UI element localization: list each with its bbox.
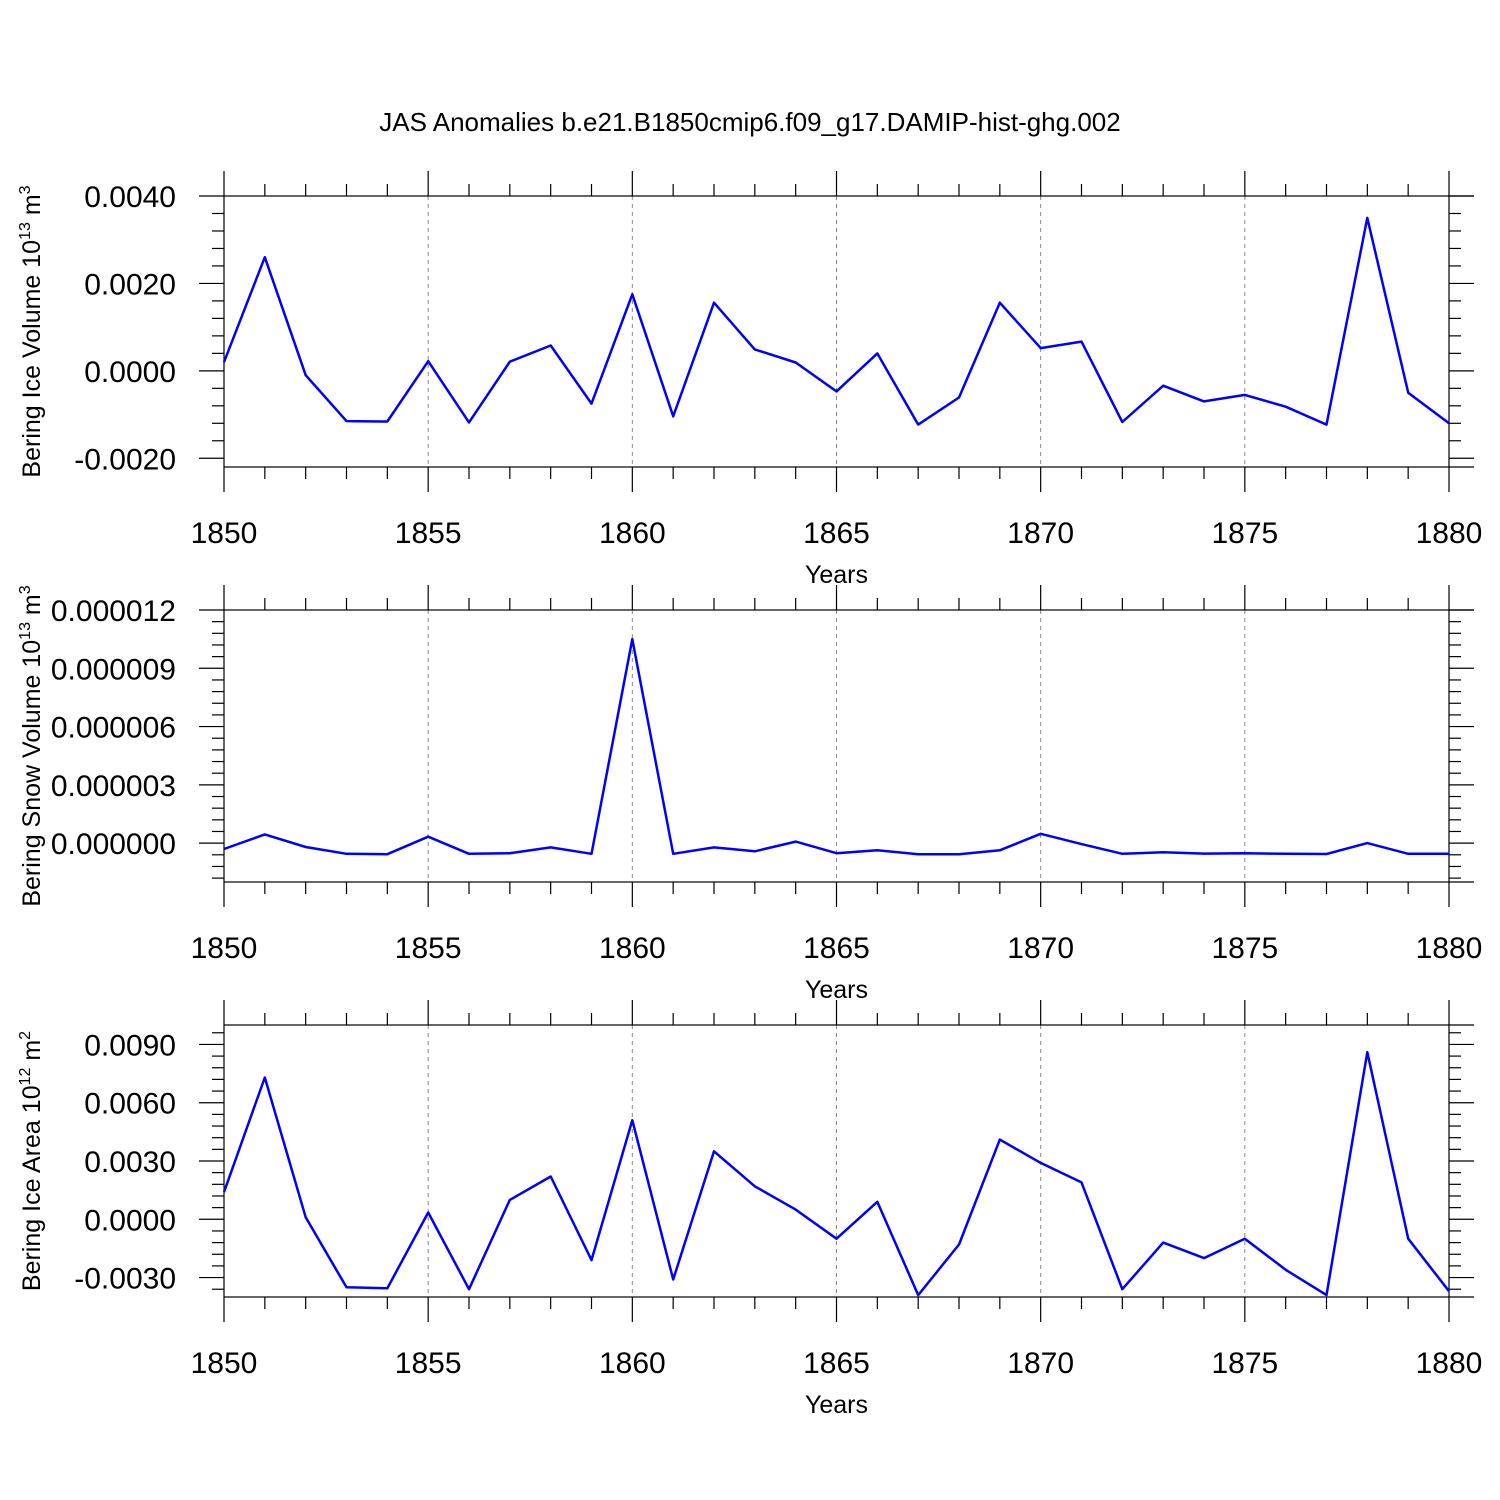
x-tick-label: 1880	[1416, 1347, 1483, 1380]
x-tick-label: 1860	[599, 1347, 666, 1380]
series-line	[222, 216, 1450, 426]
x-tick-label: 1855	[395, 517, 462, 550]
chart-panel-3: 1850 1855 1860 1865 1870 1875 1880 Years -0.0030…	[17, 1000, 1482, 1419]
x-tick-label: 1860	[599, 517, 666, 550]
y-tick-label: 0.0030	[84, 1146, 176, 1179]
y-tick-label: 0.0000	[84, 1204, 176, 1237]
x-axis-title: Years	[805, 1391, 868, 1419]
y-axis-title: Bering Ice Volume 1013 m3	[17, 185, 46, 477]
x-axis-title: Years	[805, 561, 868, 589]
x-axis-title: Years	[805, 976, 868, 1004]
x-tick-label: 1870	[1007, 1347, 1074, 1380]
y-axis-title: Bering Snow Volume 1013 m3	[17, 585, 46, 906]
x-tick-label: 1850	[191, 1347, 258, 1380]
x-tick-label: 1855	[395, 932, 462, 965]
chart-panel-2: 1850 1855 1860 1865 1870 1875 1880 Years 0.00000…	[17, 585, 1482, 1004]
y-tick-label: 0.0060	[84, 1088, 176, 1121]
y-tick-label: 0.0040	[84, 181, 176, 214]
y-tick-label: -0.0020	[74, 443, 176, 476]
x-tick-label: 1870	[1007, 517, 1074, 550]
y-tick-label: 0.000006	[51, 712, 176, 745]
x-tick-label: 1865	[803, 517, 870, 550]
panels-group: 1850 1855 1860 1865 1870 1875 1880 Years -0.0020…	[17, 171, 1482, 1419]
x-tick-label: 1850	[191, 932, 258, 965]
x-tick-label: 1865	[803, 1347, 870, 1380]
x-tick-label: 1850	[191, 517, 258, 550]
y-tick-label: 0.000000	[51, 828, 176, 861]
figure-title: JAS Anomalies b.e21.B1850cmip6.f09_g17.D…	[379, 107, 1120, 137]
x-tick-label: 1875	[1211, 932, 1278, 965]
y-tick-label: -0.0030	[74, 1263, 176, 1296]
y-tick-label: 0.000003	[51, 770, 176, 803]
x-tick-label: 1855	[395, 1347, 462, 1380]
y-axis-title: Bering Ice Area 1012 m2	[17, 1031, 46, 1291]
x-tick-label: 1870	[1007, 932, 1074, 965]
x-tick-label: 1880	[1416, 517, 1483, 550]
x-tick-label: 1860	[599, 932, 666, 965]
x-tick-label: 1865	[803, 932, 870, 965]
y-tick-label: 0.000009	[51, 653, 176, 686]
y-tick-label: 0.000012	[51, 595, 176, 628]
chart-panel-1: 1850 1855 1860 1865 1870 1875 1880 Years -0.0020…	[17, 171, 1482, 589]
x-tick-label: 1875	[1211, 1347, 1278, 1380]
y-tick-label: 0.0090	[84, 1029, 176, 1062]
y-tick-label: 0.0000	[84, 356, 176, 389]
x-tick-label: 1875	[1211, 517, 1278, 550]
y-tick-label: 0.0020	[84, 268, 176, 301]
x-tick-label: 1880	[1416, 932, 1483, 965]
